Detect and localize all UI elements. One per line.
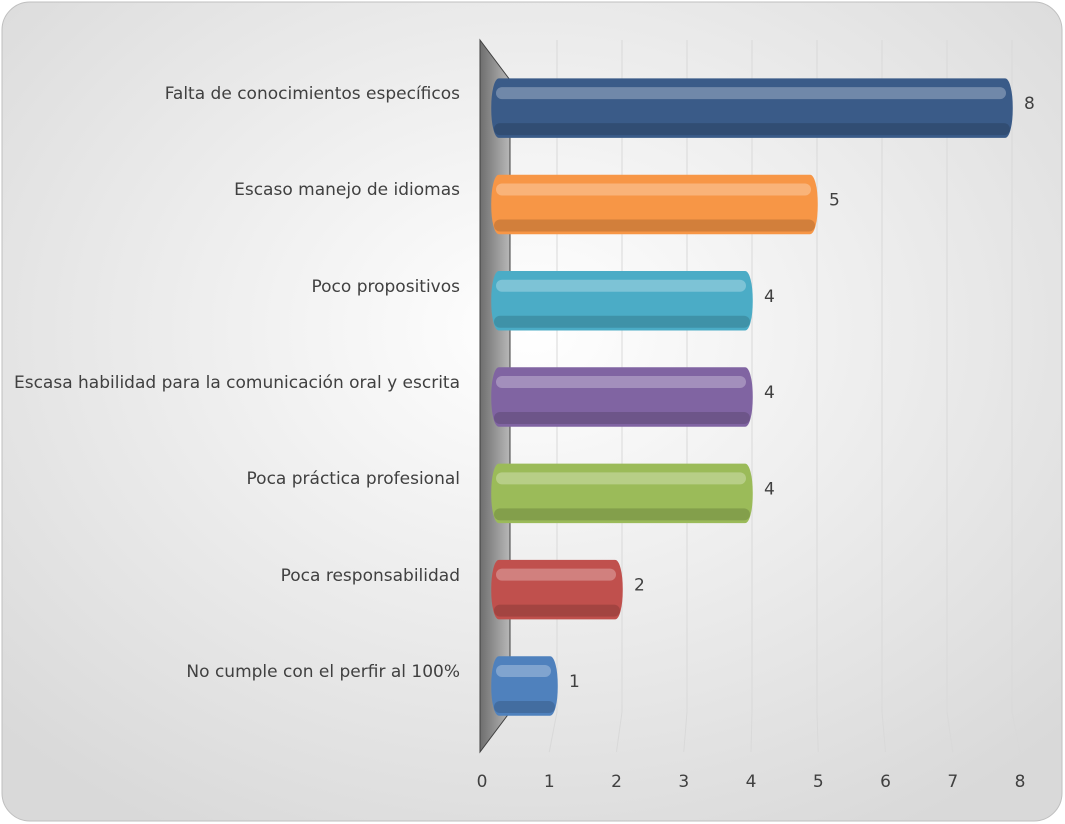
x-tick-label: 4 bbox=[746, 772, 757, 792]
bar bbox=[491, 656, 558, 716]
category-label: Escaso manejo de idiomas bbox=[234, 180, 460, 201]
bar-highlight bbox=[496, 376, 746, 389]
category-label: Poca responsabilidad bbox=[280, 565, 460, 586]
bar-shade bbox=[494, 508, 750, 521]
x-tick-label: 1 bbox=[544, 772, 555, 792]
value-label: 5 bbox=[829, 190, 840, 210]
bar-shade bbox=[494, 604, 620, 617]
grid-line bbox=[750, 40, 753, 753]
bar-highlight bbox=[496, 664, 551, 677]
value-label: 2 bbox=[634, 576, 645, 596]
grid-line bbox=[881, 40, 886, 753]
bar-highlight bbox=[496, 183, 811, 196]
x-tick-label: 2 bbox=[611, 772, 622, 792]
bar bbox=[491, 367, 753, 427]
x-tick-label: 5 bbox=[813, 772, 824, 792]
grid-line bbox=[946, 40, 954, 753]
bar bbox=[491, 463, 753, 524]
bar-highlight bbox=[496, 568, 616, 581]
grid-line bbox=[616, 40, 623, 753]
bar bbox=[491, 271, 753, 331]
bar-shade bbox=[494, 412, 750, 425]
value-label: 1 bbox=[569, 672, 580, 692]
grid-line bbox=[816, 40, 819, 753]
bar-highlight bbox=[496, 472, 746, 485]
grid-line bbox=[683, 40, 688, 753]
bar bbox=[491, 78, 1013, 138]
category-label: Poco propositivos bbox=[311, 276, 460, 297]
x-tick-label: 6 bbox=[880, 772, 891, 792]
x-tick-label: 8 bbox=[1015, 772, 1026, 792]
bar-shade bbox=[494, 219, 815, 232]
value-label: 4 bbox=[764, 479, 775, 499]
bar bbox=[491, 559, 623, 620]
bar-highlight bbox=[496, 87, 1006, 100]
bar-shade bbox=[494, 700, 555, 713]
bar-shade bbox=[494, 315, 750, 328]
x-tick-label: 0 bbox=[477, 772, 488, 792]
x-tick-label: 7 bbox=[947, 772, 958, 792]
value-label: 4 bbox=[764, 383, 775, 403]
grid-line bbox=[1011, 40, 1021, 753]
category-label: No cumple con el perfir al 100% bbox=[186, 661, 460, 682]
grid-line bbox=[548, 40, 558, 753]
category-label: Poca práctica profesional bbox=[246, 469, 460, 490]
bar-highlight bbox=[496, 279, 746, 292]
x-tick-label: 3 bbox=[678, 772, 689, 792]
category-label: Escasa habilidad para la comunicación or… bbox=[13, 373, 460, 394]
value-label: 8 bbox=[1024, 94, 1035, 114]
bar-shade bbox=[494, 123, 1010, 136]
bar bbox=[491, 174, 818, 235]
category-label: Falta de conocimientos específicos bbox=[164, 84, 460, 105]
value-label: 4 bbox=[764, 287, 775, 307]
